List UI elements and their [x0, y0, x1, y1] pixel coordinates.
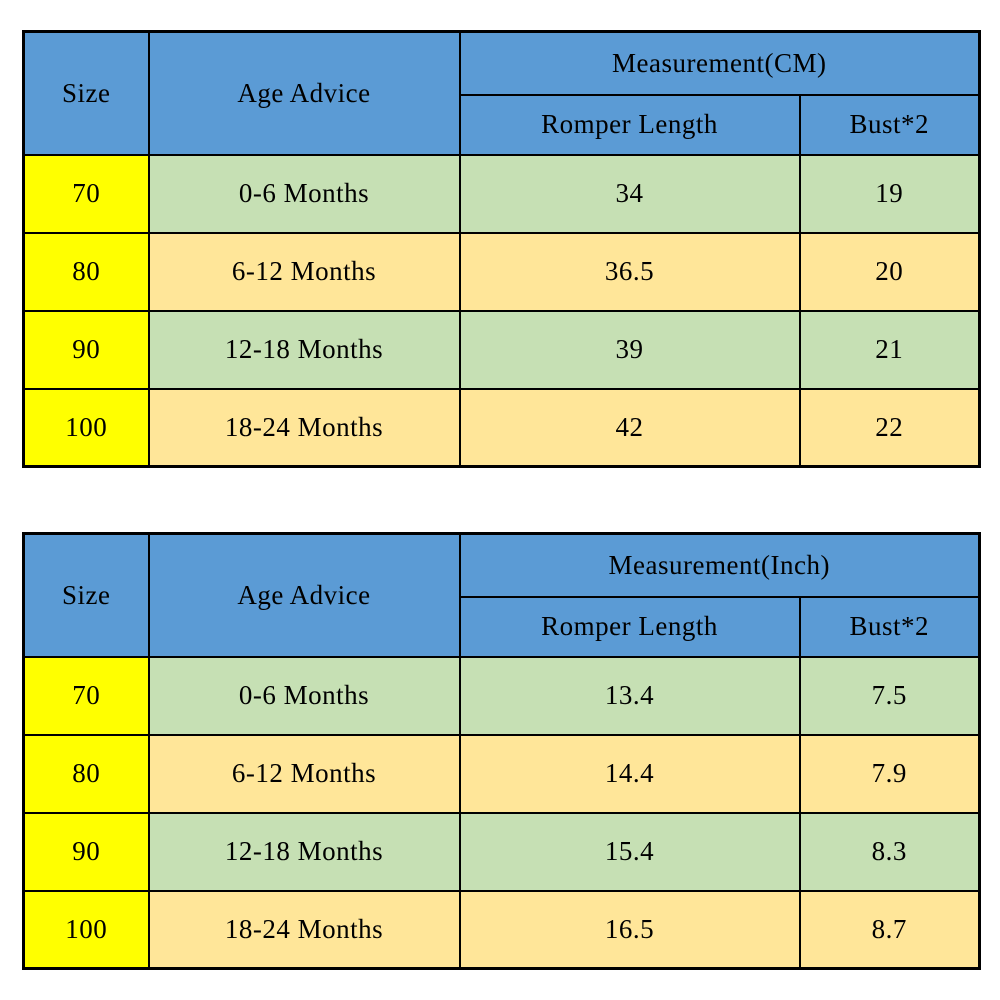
table-row: 90 12-18 Months 15.4 8.3	[22, 811, 981, 892]
romper-length-cell: 42	[458, 387, 801, 468]
age-cell: 12-18 Months	[147, 811, 461, 892]
age-cell: 18-24 Months	[147, 387, 461, 468]
age-cell: 0-6 Months	[147, 655, 461, 736]
romper-length-cell: 15.4	[458, 811, 801, 892]
inch-header-row-sub: Romper Length Bust*2	[24, 595, 981, 658]
bust-cell: 8.3	[798, 811, 981, 892]
table-row: 80 6-12 Months 36.5 20	[22, 231, 981, 312]
cm-header-row-top: Size Age Advice Measurement(CM)	[22, 30, 981, 156]
table-row: 80 6-12 Months 14.4 7.9	[22, 733, 981, 814]
cm-size-header: Size	[22, 30, 150, 156]
bust-cell: 7.9	[798, 733, 981, 814]
inch-header-row-top: Size Age Advice Measurement(Inch)	[22, 532, 981, 658]
cm-age-advice-header: Age Advice	[147, 30, 461, 156]
age-cell: 6-12 Months	[147, 231, 461, 312]
cm-measurement-header: Measurement(CM)	[458, 30, 981, 96]
inch-size-header: Size	[22, 532, 150, 658]
romper-length-cell: 39	[458, 309, 801, 390]
romper-length-cell: 36.5	[458, 231, 801, 312]
cm-romper-length-header: Romper Length	[458, 93, 801, 156]
size-cell: 100	[22, 889, 150, 970]
bust-cell: 19	[798, 153, 981, 234]
table-row: 90 12-18 Months 39 21	[22, 309, 981, 390]
inch-romper-length-header: Romper Length	[458, 595, 801, 658]
romper-length-cell: 34	[458, 153, 801, 234]
age-cell: 12-18 Months	[147, 309, 461, 390]
table-row: 100 18-24 Months 16.5 8.7	[22, 889, 981, 970]
size-cell: 90	[22, 309, 150, 390]
age-cell: 6-12 Months	[147, 733, 461, 814]
bust-cell: 20	[798, 231, 981, 312]
size-cell: 80	[22, 231, 150, 312]
bust-cell: 21	[798, 309, 981, 390]
bust-cell: 22	[798, 387, 981, 468]
table-row: 100 18-24 Months 42 22	[22, 387, 981, 468]
age-cell: 0-6 Months	[147, 153, 461, 234]
size-cell: 80	[22, 733, 150, 814]
bust-cell: 7.5	[798, 655, 981, 736]
size-cell: 90	[22, 811, 150, 892]
inch-measurement-header: Measurement(Inch)	[458, 532, 981, 598]
cm-header-row-sub: Romper Length Bust*2	[24, 93, 981, 156]
table-row: 70 0-6 Months 34 19	[22, 153, 981, 234]
size-cell: 100	[22, 387, 150, 468]
size-cell: 70	[22, 655, 150, 736]
table-row: 70 0-6 Months 13.4 7.5	[22, 655, 981, 736]
cm-bust-header: Bust*2	[798, 93, 981, 156]
size-chart-inch-table: Size Age Advice Measurement(Inch) Romper…	[22, 532, 981, 970]
inch-age-advice-header: Age Advice	[147, 532, 461, 658]
romper-length-cell: 16.5	[458, 889, 801, 970]
age-cell: 18-24 Months	[147, 889, 461, 970]
inch-bust-header: Bust*2	[798, 595, 981, 658]
romper-length-cell: 13.4	[458, 655, 801, 736]
size-chart-cm-table: Size Age Advice Measurement(CM) Romper L…	[22, 30, 982, 468]
romper-length-cell: 14.4	[458, 733, 801, 814]
size-cell: 70	[22, 153, 150, 234]
bust-cell: 8.7	[798, 889, 981, 970]
